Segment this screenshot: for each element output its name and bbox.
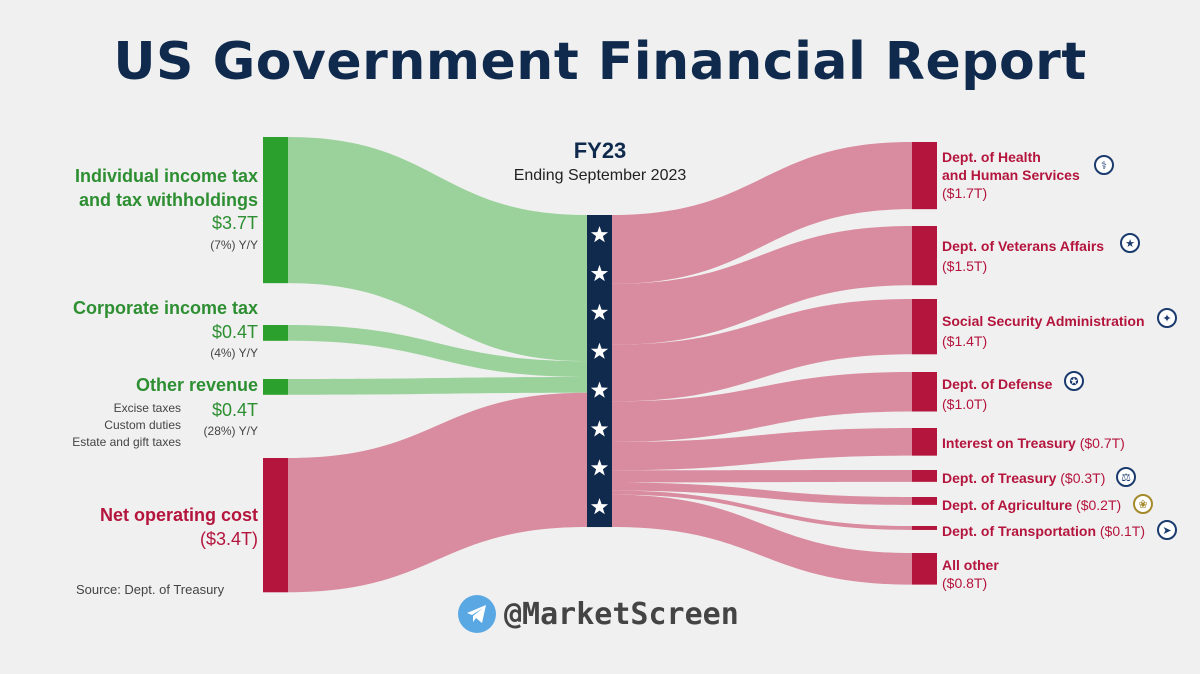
interest-name: Interest on Treasury <box>942 435 1076 451</box>
source-node-2 <box>263 379 288 395</box>
flow-out-2 <box>612 299 912 402</box>
va-label: Dept. of Veterans Affairs ($1.5T) <box>942 236 1104 276</box>
other-revenue-yoy: (28%) Y/Y <box>203 424 258 438</box>
individual-tax-label: Individual income tax and tax withholdin… <box>75 164 258 212</box>
treasury-value: ($0.3T) <box>1060 470 1106 486</box>
ssa-name: Social Security Administration <box>942 313 1145 329</box>
star-icon <box>590 381 609 398</box>
hhs-seal-icon: ⚕ <box>1094 155 1114 175</box>
ssa-label: Social Security Administration ($1.4T) <box>942 311 1145 351</box>
corporate-tax-value: $0.4T <box>211 322 258 342</box>
flow-in-2 <box>288 376 587 395</box>
star-icon <box>590 226 609 243</box>
spending-node-8 <box>912 553 937 585</box>
corporate-tax-yoy: (4%) Y/Y <box>210 346 258 360</box>
ssa-seal-icon: ✦ <box>1157 308 1177 328</box>
estate-gift-taxes-note: Estate and gift taxes <box>72 435 181 449</box>
star-icon <box>590 342 609 359</box>
flow-out-1 <box>612 226 912 345</box>
individual-tax-yoy: (7%) Y/Y <box>210 238 258 252</box>
spending-node-6 <box>912 497 937 505</box>
period-header: FY23 Ending September 2023 <box>480 138 720 185</box>
source-node-1 <box>263 325 288 341</box>
spending-node-1 <box>912 226 937 286</box>
flow-out-5 <box>612 470 912 483</box>
flow-out-0 <box>612 142 912 284</box>
individual-tax-value: $3.7T <box>211 213 258 233</box>
flow-out-7 <box>612 490 912 530</box>
spending-node-0 <box>912 142 937 210</box>
spending-node-2 <box>912 299 937 355</box>
star-icon <box>590 420 609 437</box>
interest-value: ($0.7T) <box>1079 435 1125 451</box>
spending-node-7 <box>912 526 937 530</box>
star-icon <box>590 303 609 320</box>
individual-tax-name-line2: and tax withholdings <box>79 190 258 210</box>
all-other-label: All other ($0.8T) <box>942 556 999 592</box>
all-other-value: ($0.8T) <box>942 575 988 591</box>
spending-node-5 <box>912 470 937 482</box>
spending-node-3 <box>912 372 937 412</box>
flow-out-6 <box>612 482 912 505</box>
page-title: US Government Financial Report <box>113 32 1087 92</box>
va-seal-icon: ★ <box>1120 233 1140 253</box>
source-node-0 <box>263 137 288 284</box>
dod-value: ($1.0T) <box>942 396 988 412</box>
treasury-label: Dept. of Treasury ($0.3T) <box>942 470 1105 486</box>
spending-node-4 <box>912 428 937 456</box>
dot-value: ($0.1T) <box>1099 523 1146 539</box>
usda-value: ($0.2T) <box>1076 497 1122 513</box>
fiscal-year-label: FY23 <box>573 138 627 163</box>
usda-label: Dept. of Agriculture ($0.2T) <box>942 497 1121 513</box>
hhs-name-line1: Dept. of Health <box>942 149 1041 165</box>
flow-in-1 <box>288 325 587 377</box>
hhs-value: ($1.7T) <box>942 185 988 201</box>
watermark: @MarketScreen <box>458 595 739 633</box>
usda-name: Dept. of Agriculture <box>942 497 1073 513</box>
source-node-3 <box>263 458 288 593</box>
other-revenue-label: Other revenue <box>135 375 258 395</box>
watermark-handle: @MarketScreen <box>504 596 739 632</box>
dot-label: Dept. of Transportation ($0.1T) <box>942 523 1145 539</box>
net-operating-cost-label: Net operating cost <box>99 505 258 525</box>
ssa-value: ($1.4T) <box>942 333 988 349</box>
treasury-name: Dept. of Treasury <box>942 470 1057 486</box>
flow-out-4 <box>612 428 912 471</box>
star-icon <box>590 459 609 476</box>
treasury-seal-icon: ⚖ <box>1116 467 1136 487</box>
custom-duties-note: Custom duties <box>104 418 181 432</box>
other-revenue-value: $0.4T <box>211 400 258 420</box>
flow-out-8 <box>612 494 912 585</box>
usda-seal-icon: ❀ <box>1133 494 1153 514</box>
star-icon <box>590 498 609 515</box>
fiscal-year-subtitle: Ending September 2023 <box>513 167 687 184</box>
telegram-icon <box>458 595 496 633</box>
dot-name: Dept. of Transportation <box>942 523 1096 539</box>
flow-out-3 <box>612 372 912 442</box>
flow-in-0 <box>288 137 587 362</box>
net-operating-cost-value: ($3.4T) <box>199 529 258 549</box>
source-note: Source: Dept. of Treasury <box>76 582 225 597</box>
dod-label: Dept. of Defense ($1.0T) <box>942 374 1052 414</box>
dot-seal-icon: ➤ <box>1157 520 1177 540</box>
hhs-label: Dept. of Health and Human Services ($1.7… <box>942 148 1080 202</box>
flow-in-3 <box>288 392 587 593</box>
individual-tax-name-line1: Individual income tax <box>74 166 258 186</box>
va-value: ($1.5T) <box>942 258 988 274</box>
all-other-name: All other <box>942 557 999 573</box>
dod-name: Dept. of Defense <box>942 376 1053 392</box>
hhs-name-line2: and Human Services <box>942 167 1080 183</box>
excise-taxes-note: Excise taxes <box>113 401 181 415</box>
star-icon <box>590 264 609 282</box>
corporate-tax-label: Corporate income tax <box>72 298 258 318</box>
center-node <box>587 215 612 528</box>
other-revenue-details: Excise taxes Custom duties Estate and gi… <box>72 400 181 451</box>
interest-label: Interest on Treasury ($0.7T) <box>942 435 1125 451</box>
va-name: Dept. of Veterans Affairs <box>942 238 1105 254</box>
dod-seal-icon: ✪ <box>1064 371 1084 391</box>
